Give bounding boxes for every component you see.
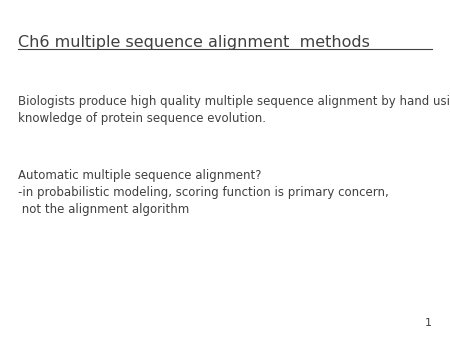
Text: Automatic multiple sequence alignment?
-in probabilistic modeling, scoring funct: Automatic multiple sequence alignment? -… (18, 169, 389, 216)
Text: Ch6 multiple sequence alignment  methods: Ch6 multiple sequence alignment methods (18, 35, 370, 50)
Text: 1: 1 (425, 318, 432, 328)
Text: Biologists produce high quality multiple sequence alignment by hand using
knowle: Biologists produce high quality multiple… (18, 95, 450, 125)
